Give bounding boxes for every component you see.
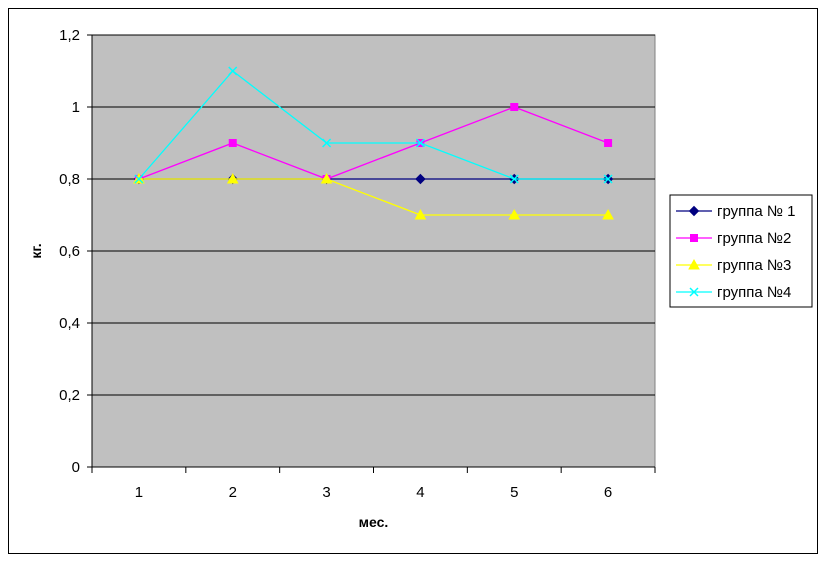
legend-swatch-marker — [688, 258, 700, 270]
legend-item: группа №3 — [676, 257, 791, 274]
series-4-point — [322, 138, 332, 148]
legend: группа № 1 группа №2 группа №3 группа №4 — [669, 194, 813, 308]
series-4-point — [228, 66, 238, 76]
series-3-point — [320, 172, 333, 184]
x-tick-label: 2 — [229, 484, 237, 501]
legend-label: группа №2 — [717, 230, 791, 247]
tick-labels: 0 0,2 0,4 0,6 0,8 1 1,2 1 2 3 4 5 6 — [59, 27, 612, 501]
y-tick-label: 0,4 — [59, 315, 80, 332]
x-tick-label: 3 — [322, 484, 330, 501]
legend-swatch-marker — [689, 287, 699, 297]
legend-swatch-marker — [690, 234, 698, 242]
series-4-point — [415, 138, 425, 148]
y-tick-label: 1 — [72, 99, 80, 116]
series-4-point — [603, 174, 613, 184]
legend-swatch-marker — [688, 205, 700, 217]
axes — [87, 34, 656, 473]
y-tick-label: 1,2 — [59, 27, 80, 44]
series-2-point — [228, 139, 237, 147]
y-tick-label: 0,8 — [59, 171, 80, 188]
y-tick-label: 0,2 — [59, 387, 80, 404]
legend-label: группа №4 — [717, 284, 791, 301]
series-4-point — [509, 174, 519, 184]
y-tick-label: 0,6 — [59, 243, 80, 260]
series-4-line — [138, 70, 609, 180]
series — [133, 66, 614, 220]
legend-item: группа №2 — [676, 230, 791, 247]
x-tick-label: 5 — [510, 484, 518, 501]
series-3-point — [508, 208, 521, 220]
series-1-point — [415, 173, 426, 185]
x-tick-label: 4 — [416, 484, 424, 501]
series-2-point — [510, 103, 519, 111]
series-2-line — [138, 106, 609, 180]
series-3-point — [414, 208, 427, 220]
series-4-point — [134, 174, 144, 184]
legend-item: группа №4 — [676, 284, 791, 301]
x-axis-title: мес. — [359, 514, 389, 530]
x-tick-label: 1 — [135, 484, 143, 501]
y-axis-title: кг. — [28, 243, 44, 258]
series-3-point — [226, 172, 239, 184]
legend-label: группа №3 — [717, 257, 791, 274]
legend-item: группа № 1 — [676, 203, 796, 220]
y-tick-label: 0 — [72, 459, 80, 476]
series-3-line — [138, 178, 609, 216]
legend-label: группа № 1 — [717, 203, 796, 220]
x-tick-label: 6 — [604, 484, 612, 501]
series-4 — [134, 66, 613, 184]
series-2-point — [604, 139, 613, 147]
series-3-point — [602, 208, 614, 220]
